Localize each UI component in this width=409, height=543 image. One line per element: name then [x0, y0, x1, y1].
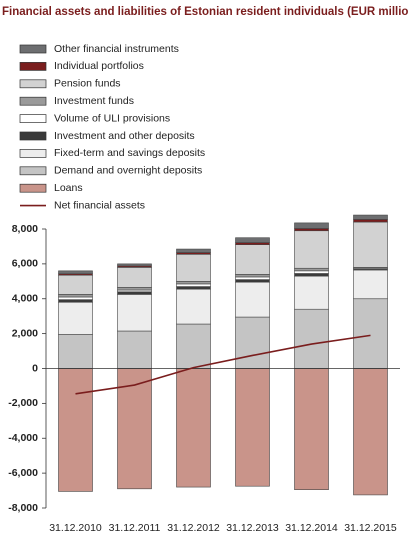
bar-segment [294, 368, 329, 490]
bar-segment [176, 281, 211, 285]
bar-segment [58, 274, 93, 295]
x-tick-label: 31.12.2010 [49, 522, 102, 534]
bar-segment [176, 368, 211, 488]
y-tick-label: -8,000 [8, 502, 38, 514]
y-tick-label: -2,000 [8, 397, 38, 409]
bar-segment [235, 242, 270, 245]
bar-segment [176, 283, 211, 287]
bar-segment [117, 330, 152, 369]
bar-segment [294, 275, 329, 310]
bar-segment [235, 368, 270, 487]
bar-segment [117, 368, 152, 490]
legend-label: Individual portfolios [54, 60, 144, 72]
bar-segment [235, 237, 270, 243]
bar-segment [353, 298, 388, 369]
bar-segment [294, 228, 329, 232]
y-tick-label: -6,000 [8, 467, 38, 479]
bar-segment [235, 244, 270, 275]
legend-swatch [19, 79, 47, 89]
legend-label: Pension funds [54, 78, 121, 90]
legend-swatch [19, 131, 47, 141]
bar-segment [235, 279, 270, 283]
bar-segment [58, 270, 93, 275]
legend-label: Other financial instruments [54, 43, 179, 55]
bar-segment [353, 368, 388, 496]
legend-swatch [19, 149, 47, 158]
bar-segment [58, 296, 93, 300]
bar-segment [294, 308, 329, 369]
x-tick-label: 31.12.2014 [285, 522, 338, 534]
bar-segment [176, 253, 211, 282]
bar-segment [235, 316, 270, 369]
x-tick-label: 31.12.2011 [109, 522, 161, 534]
legend-swatch [19, 166, 47, 176]
legend-label: Volume of ULI provisions [54, 112, 170, 124]
bar-segment [117, 263, 152, 267]
bar-segment [117, 267, 152, 288]
bar-segment [176, 248, 211, 253]
legend-swatch [19, 183, 47, 193]
x-tick-label: 31.12.2015 [344, 522, 397, 534]
bar-segment [58, 294, 93, 298]
legend-label: Investment and other deposits [54, 130, 195, 142]
bar-segment [294, 222, 329, 229]
bar-segment [235, 281, 270, 318]
bar-segment [117, 287, 152, 291]
bar-segment [58, 368, 93, 492]
bar-segment [294, 267, 329, 272]
bar-segment [58, 299, 93, 303]
bar-segment [353, 214, 388, 220]
bar-segment [176, 286, 211, 290]
bar-segment [235, 276, 270, 280]
legend-label: Fixed-term and savings deposits [54, 147, 205, 159]
bar-segment [235, 274, 270, 278]
y-tick-label: -4,000 [8, 432, 38, 444]
legend-label: Loans [54, 182, 83, 194]
bar-segment [294, 273, 329, 277]
bar-segment [294, 230, 329, 269]
y-tick-label: 0 [32, 362, 38, 374]
bar-segment [353, 269, 388, 300]
bar-segment [176, 288, 211, 325]
legend-label: Investment funds [54, 95, 134, 107]
legend-label: Demand and overnight deposits [54, 165, 202, 177]
line-series [75, 334, 371, 395]
y-tick-label: 8,000 [12, 223, 38, 235]
legend-swatch [19, 44, 47, 54]
bar-segment [117, 291, 152, 295]
bar-segment [353, 219, 388, 223]
y-tick-label: 6,000 [12, 258, 38, 270]
legend-swatch [19, 62, 47, 71]
legend-swatch [19, 114, 47, 123]
legend-swatch [19, 96, 47, 106]
bar-segment [117, 294, 152, 332]
bar-segment [176, 323, 211, 369]
bar-segment [58, 334, 93, 369]
x-tick-label: 31.12.2012 [167, 522, 220, 534]
bar-segment [58, 301, 93, 335]
chart-title: Financial assets and liabilities of Esto… [2, 6, 409, 18]
bar-segment [294, 270, 329, 274]
y-tick-label: 2,000 [12, 327, 38, 339]
y-tick-label: 4,000 [12, 293, 38, 305]
legend-label: Net financial assets [54, 199, 145, 211]
bar-segment [353, 221, 388, 268]
x-tick-label: 31.12.2013 [226, 522, 279, 534]
